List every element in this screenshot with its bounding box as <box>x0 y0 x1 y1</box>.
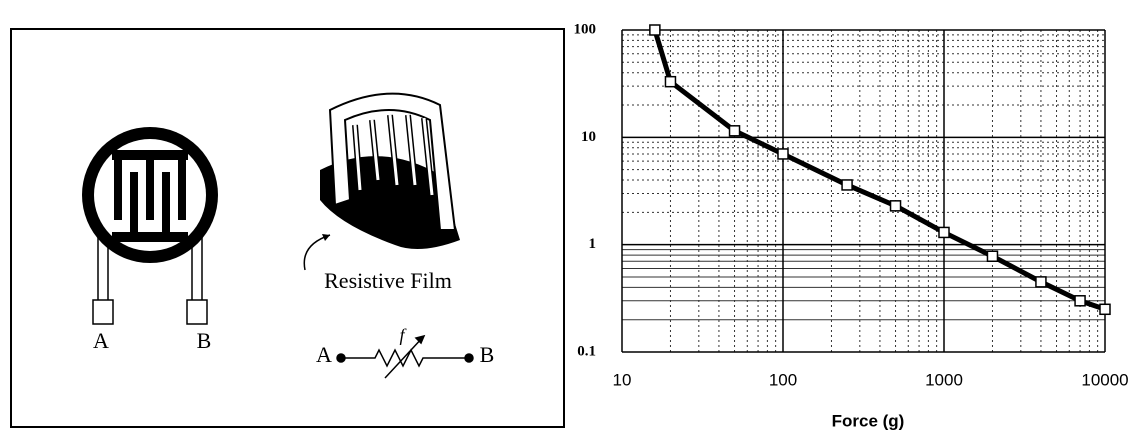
terminal-label: B <box>480 342 495 367</box>
x-axis-label: Force (g) <box>832 411 905 430</box>
figure: A B Resistive Film A f B 101001000100000… <box>0 0 1140 433</box>
x-tick-label: 10000 <box>1081 370 1128 389</box>
data-point <box>730 126 740 136</box>
x-tick-label: 100 <box>769 370 797 389</box>
y-tick-label: 10 <box>581 129 596 145</box>
terminal-label: A <box>93 328 109 353</box>
data-point <box>650 25 660 35</box>
y-tick-label: 0.1 <box>577 343 596 359</box>
film-label: Resistive Film <box>324 268 452 293</box>
data-point <box>665 77 675 87</box>
data-point <box>1036 277 1046 287</box>
y-tick-label: 100 <box>574 21 597 37</box>
data-point <box>891 201 901 211</box>
terminal-label: A <box>316 342 332 367</box>
data-point <box>778 149 788 159</box>
chart: 10 100 1000 10000 0.1 1 10 100 Force (g) <box>574 21 1129 430</box>
y-tick-label: 1 <box>589 236 597 252</box>
x-tick-label: 1000 <box>925 370 963 389</box>
x-tick-label: 10 <box>613 370 632 389</box>
data-point <box>939 227 949 237</box>
data-point <box>987 251 997 261</box>
data-point <box>1100 304 1110 314</box>
terminal-label: B <box>197 328 212 353</box>
page: {"chart_data": {"type": "line", "x_label… <box>0 0 1140 433</box>
data-point <box>1075 296 1085 306</box>
data-point <box>842 180 852 190</box>
